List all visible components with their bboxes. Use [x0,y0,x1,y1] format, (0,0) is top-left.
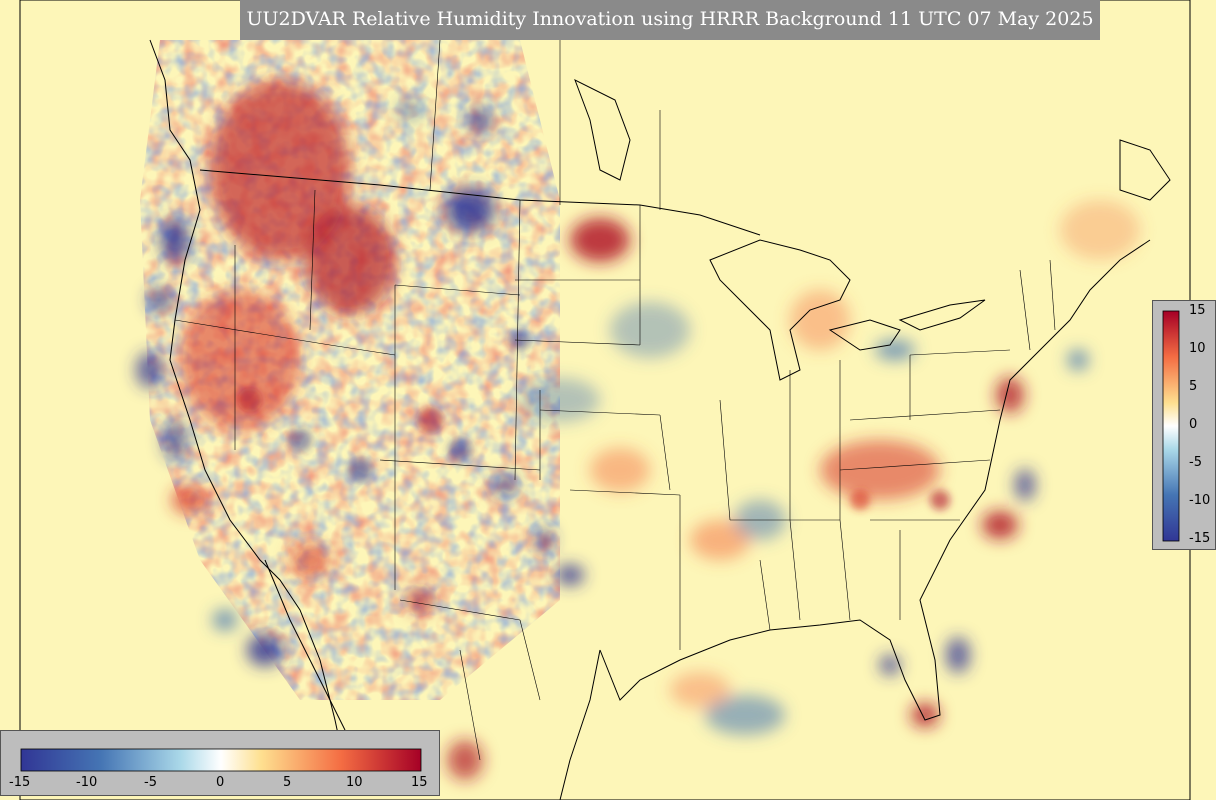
colorbar-right-tick: 10 [1189,341,1206,356]
colorbar-right: 15 10 5 0 -5 -10 -15 [1152,300,1216,550]
colorbar-right-tick: -15 [1189,531,1211,546]
colorbar-right-tick: -10 [1189,493,1211,508]
colorbar-bottom-tick: -15 [9,775,31,790]
colorbar-bottom-tick: -5 [144,775,157,790]
colorbar-right-tick: 0 [1189,417,1198,432]
colorbar-bottom-tick: 5 [283,775,292,790]
colorbar-right-tick: 15 [1189,303,1206,318]
colorbar-right-ramp [1162,310,1180,542]
colorbar-right-tick: -5 [1189,455,1202,470]
map-title: UU2DVAR Relative Humidity Innovation usi… [240,0,1100,40]
colorbar-right-tick: 5 [1189,379,1198,394]
colorbar-bottom-tick: 10 [346,775,363,790]
colorbar-bottom-tick: 0 [216,775,225,790]
anomaly-blobs [136,80,1140,780]
boundaries [149,39,1171,800]
colorbar-bottom: -15 -10 -5 0 5 10 15 [0,730,440,796]
colorbar-bottom-ramp [20,748,422,772]
state-lines [174,39,1056,761]
colorbar-bottom-tick: -10 [76,775,98,790]
colorbar-bottom-tick: 15 [411,775,428,790]
